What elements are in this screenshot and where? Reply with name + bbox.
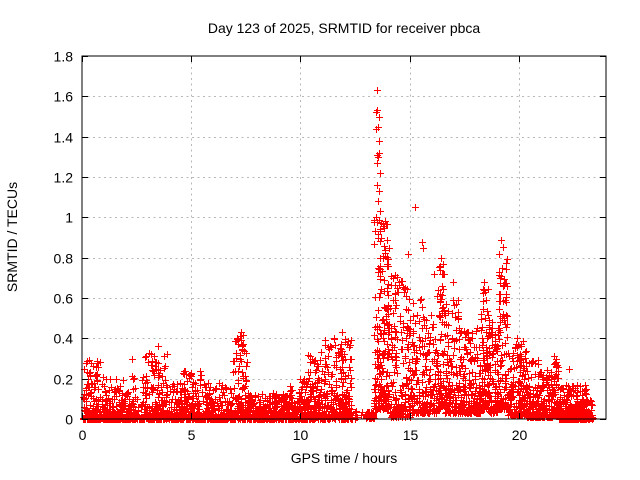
- y-tick-label: 0: [65, 412, 73, 428]
- y-tick-label: 1.8: [54, 49, 74, 65]
- x-tick-label: 10: [293, 427, 309, 443]
- y-axis-label: SRMTID / TECUs: [4, 182, 20, 292]
- x-axis-label: GPS time / hours: [291, 450, 398, 466]
- x-tick-label: 0: [79, 427, 87, 443]
- tick-labels: 0 5 10 15 20 0 0.2 0.4 0.6 0.8 1 1.2 1.4 1.6 1.8: [54, 49, 528, 444]
- y-tick-label: 1.4: [54, 130, 74, 146]
- y-tick-label: 0.4: [54, 331, 74, 347]
- axis-ticks: [82, 56, 606, 420]
- y-tick-label: 0.6: [54, 291, 74, 307]
- y-tick-label: 0.8: [54, 251, 74, 267]
- x-tick-label: 5: [188, 427, 196, 443]
- x-tick-label: 20: [512, 427, 528, 443]
- gridlines: [82, 56, 606, 419]
- y-tick-label: 1.6: [54, 89, 74, 105]
- x-tick-label: 15: [403, 427, 419, 443]
- chart-title: Day 123 of 2025, SRMTID for receiver pbc…: [208, 20, 481, 36]
- plot-border: [81, 55, 607, 420]
- y-tick-label: 0.2: [54, 372, 74, 388]
- y-tick-label: 1.2: [54, 170, 74, 186]
- y-tick-label: 1: [65, 210, 73, 226]
